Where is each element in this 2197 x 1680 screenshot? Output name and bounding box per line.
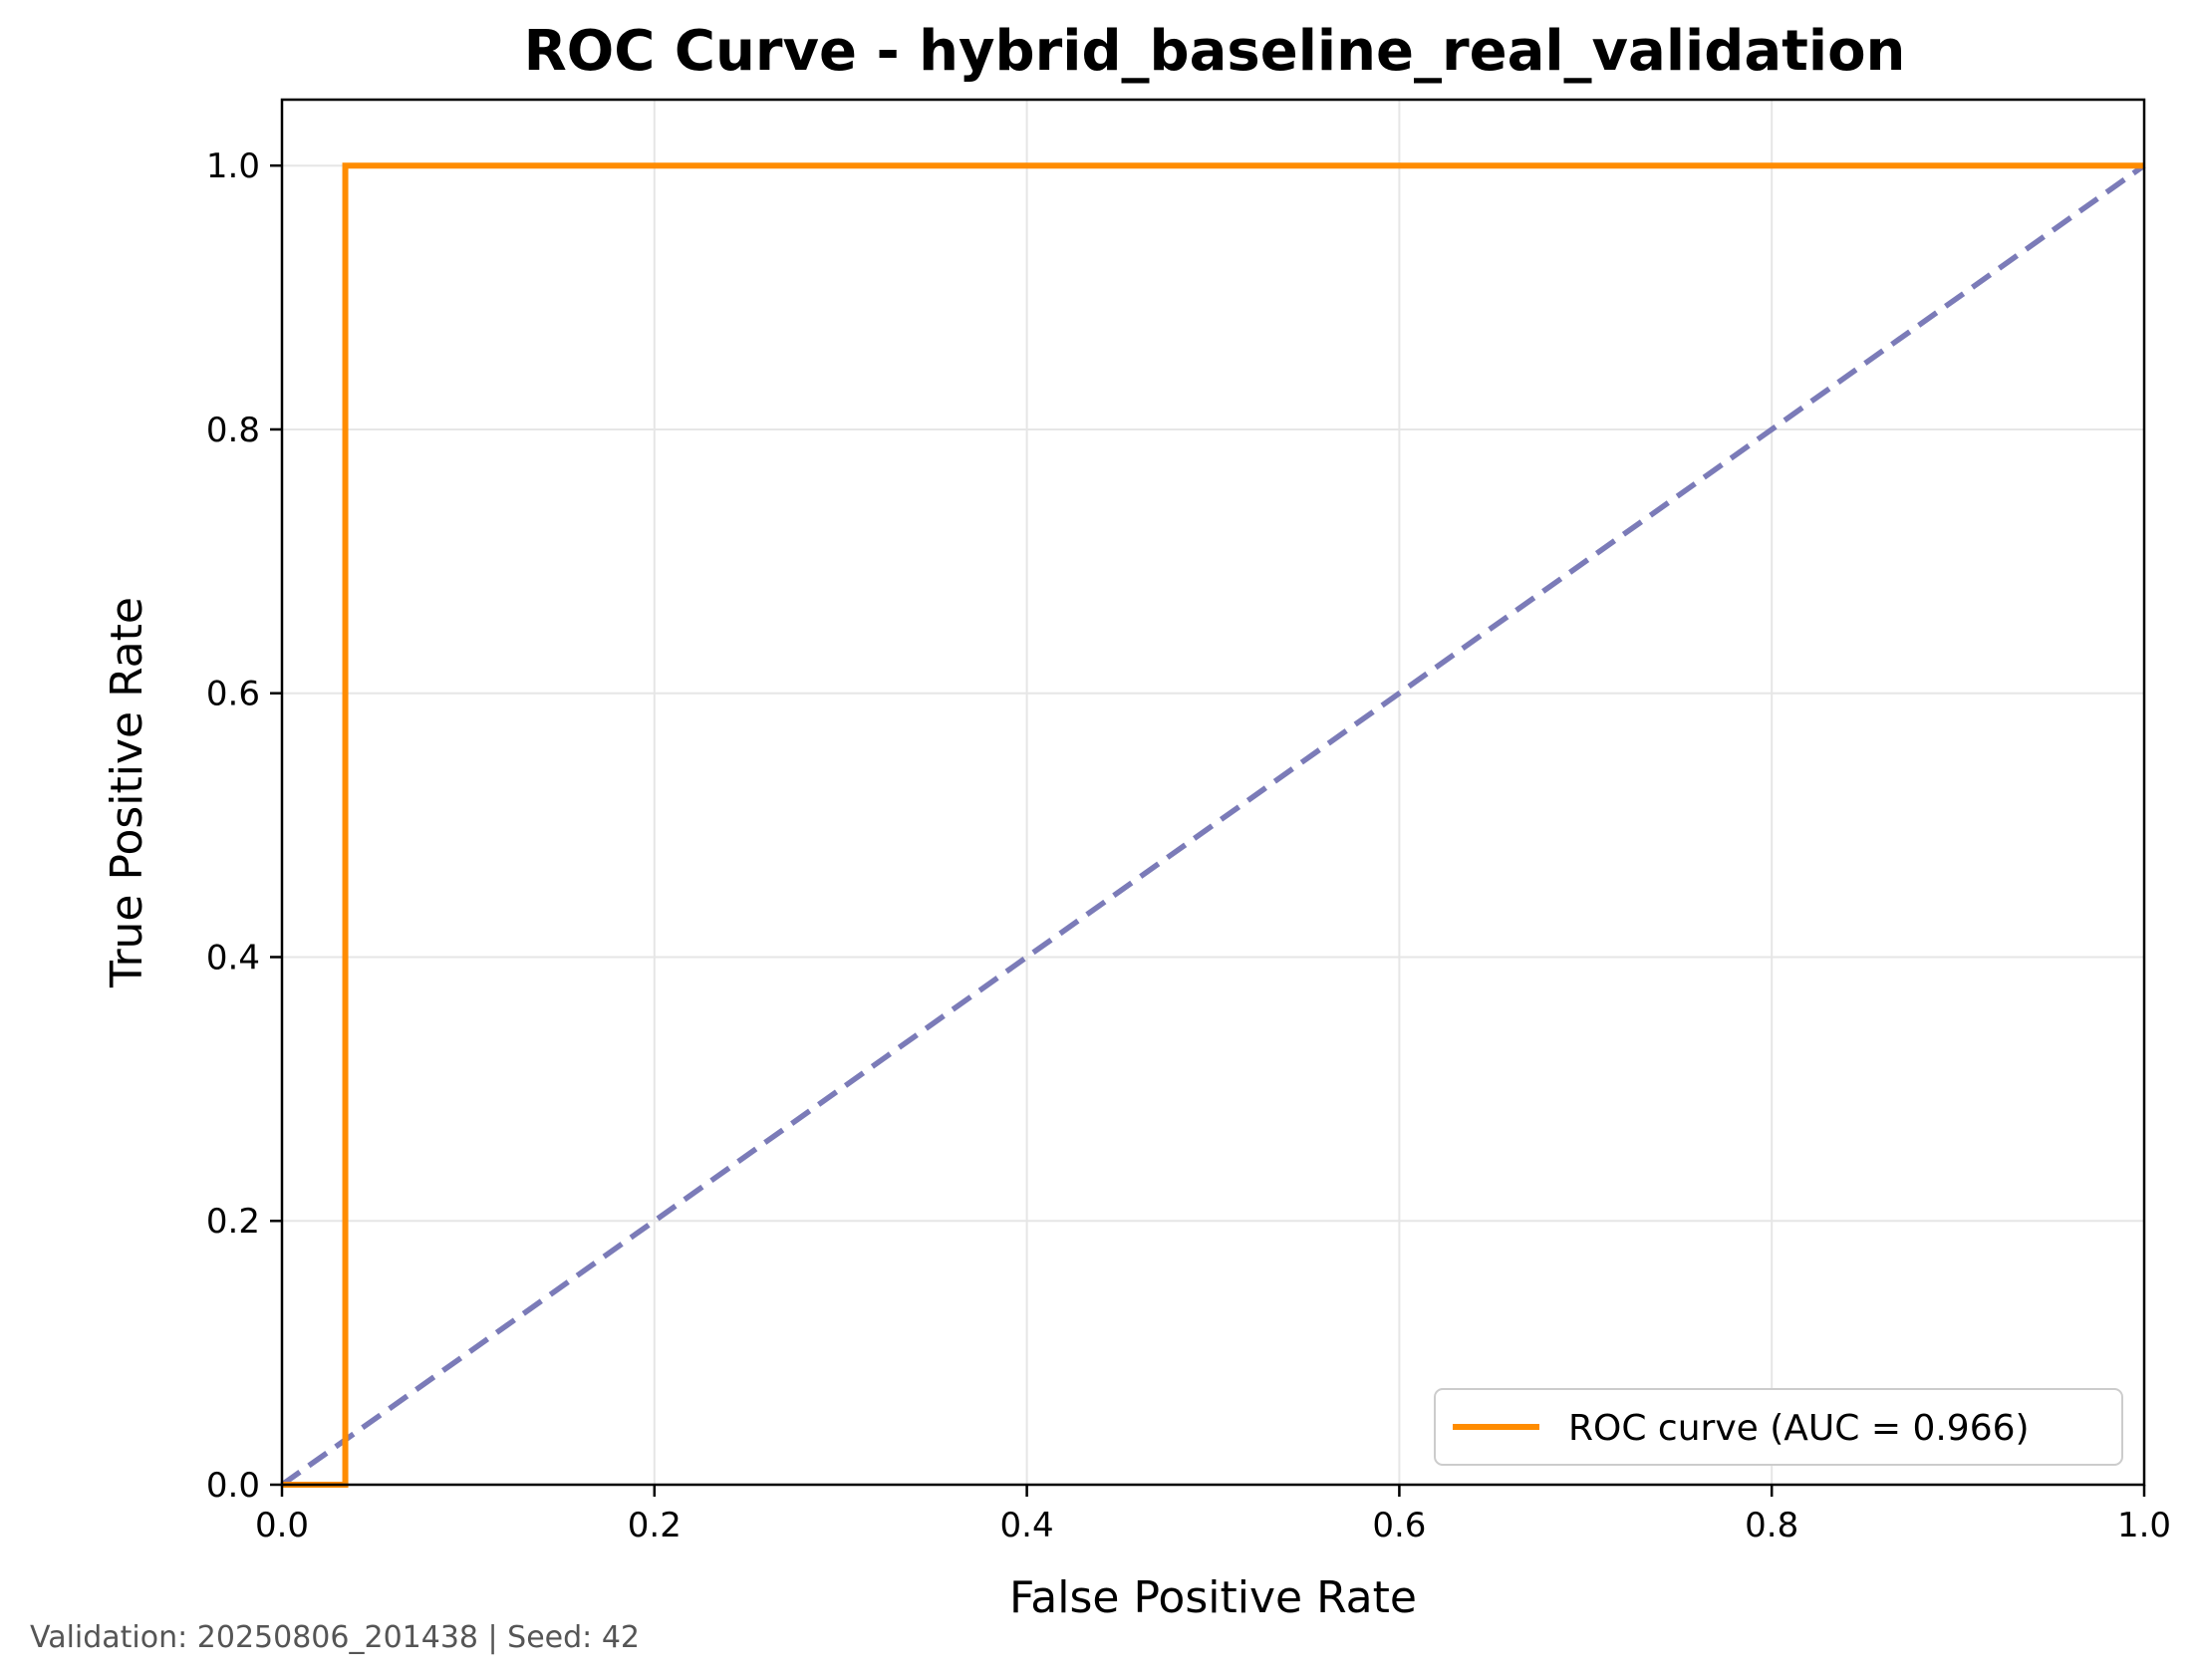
y-tick-label-2: 0.4 bbox=[206, 938, 260, 978]
ticks: 0.0 0.2 0.4 0.6 0.8 1.0 0.0 0.2 0.4 0.6 0.8 1.0 bbox=[206, 146, 2171, 1545]
legend-label-roc: ROC curve (AUC = 0.966) bbox=[1568, 1408, 2030, 1449]
legend-box bbox=[1434, 1388, 2123, 1466]
x-tick-label-5: 1.0 bbox=[2117, 1506, 2171, 1545]
x-tick-label-2: 0.4 bbox=[1000, 1506, 1054, 1545]
y-tick-label-3: 0.6 bbox=[206, 675, 260, 714]
y-tick-label-0: 0.0 bbox=[206, 1466, 260, 1506]
x-tick-label-0: 0.0 bbox=[255, 1506, 309, 1545]
series-random-classifier-line bbox=[280, 162, 2146, 1488]
plot-frame bbox=[280, 98, 2146, 1487]
chart-title: ROC Curve - hybrid_baseline_real_validat… bbox=[524, 19, 1906, 84]
x-tick-label-3: 0.6 bbox=[1372, 1506, 1426, 1545]
grid bbox=[281, 100, 2145, 1486]
series-layer bbox=[280, 162, 2146, 1488]
y-tick-label-5: 1.0 bbox=[206, 146, 260, 186]
x-tick-label-1: 0.2 bbox=[628, 1506, 682, 1545]
x-tick-label-4: 0.8 bbox=[1745, 1506, 1798, 1545]
y-tick-label-1: 0.2 bbox=[206, 1202, 260, 1242]
validation-footer: Validation: 20250806_201438 | Seed: 42 bbox=[30, 1620, 640, 1655]
x-axis-label: False Positive Rate bbox=[1009, 1572, 1417, 1623]
y-axis-label: True Positive Rate bbox=[102, 597, 152, 988]
legend: ROC curve (AUC = 0.966) bbox=[1434, 1388, 2123, 1466]
y-tick-label-4: 0.8 bbox=[206, 411, 260, 450]
